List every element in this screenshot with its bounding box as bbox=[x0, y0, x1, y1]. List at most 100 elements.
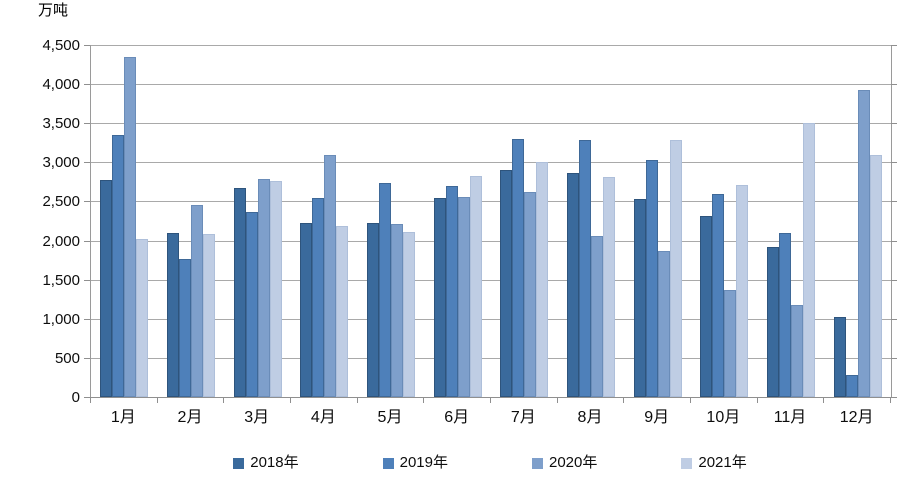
legend-swatch-icon bbox=[681, 457, 693, 469]
bar bbox=[724, 289, 737, 397]
bar-group bbox=[367, 45, 415, 397]
legend-item-label: 2019年 bbox=[399, 454, 448, 471]
gridline bbox=[91, 84, 891, 86]
bar bbox=[567, 173, 579, 397]
bar bbox=[736, 185, 749, 397]
bar bbox=[536, 162, 549, 397]
bar bbox=[591, 235, 603, 397]
bar bbox=[633, 199, 646, 397]
bar bbox=[700, 216, 713, 397]
x-axis-tick-label: 3月 bbox=[244, 409, 270, 426]
bar bbox=[433, 197, 446, 397]
bar bbox=[379, 182, 391, 397]
legend-item[interactable]: 2020年 bbox=[532, 454, 597, 472]
bar-group bbox=[500, 45, 549, 397]
y-axis-tick-label: 1,500 bbox=[42, 271, 80, 289]
bar bbox=[257, 178, 270, 397]
bar bbox=[191, 205, 203, 397]
bar bbox=[857, 90, 870, 397]
x-axis-tick-label: 11月 bbox=[773, 409, 807, 426]
bar bbox=[579, 139, 591, 397]
bar bbox=[524, 192, 537, 397]
bar-group bbox=[567, 45, 615, 397]
bar-group bbox=[700, 45, 749, 397]
bar bbox=[300, 222, 313, 397]
x-axis-tick-label: 7月 bbox=[510, 409, 536, 426]
legend-item[interactable]: 2018年 bbox=[233, 454, 299, 472]
bar bbox=[124, 56, 137, 397]
bar bbox=[312, 198, 325, 397]
y-axis-tick-label: 3,000 bbox=[42, 154, 80, 172]
legend-item-label: 2020年 bbox=[549, 454, 598, 471]
bar bbox=[391, 224, 403, 397]
bar bbox=[712, 194, 725, 397]
y-axis-tick-label: 4,000 bbox=[42, 76, 80, 94]
x-axis-tick-mark bbox=[890, 397, 891, 403]
bar bbox=[803, 123, 815, 397]
x-axis-tick-label: 1月 bbox=[110, 409, 136, 426]
x-axis-tick-mark bbox=[623, 397, 625, 403]
x-axis-tick-label: 12月 bbox=[839, 409, 874, 426]
gridline bbox=[91, 201, 891, 203]
bar bbox=[791, 304, 803, 397]
y-axis-tick-label: 2,000 bbox=[42, 232, 80, 250]
x-axis-tick-label: 4月 bbox=[310, 409, 336, 426]
x-axis-tick-mark bbox=[756, 397, 758, 403]
bar bbox=[403, 231, 415, 397]
y-axis-tick-label: 4,500 bbox=[42, 37, 80, 54]
bar bbox=[203, 234, 215, 397]
bar-group bbox=[300, 45, 349, 397]
bar-group bbox=[100, 45, 149, 397]
gridline bbox=[91, 279, 891, 281]
legend-item[interactable]: 2021年 bbox=[681, 454, 747, 472]
x-axis-tick-mark bbox=[423, 397, 425, 403]
bar bbox=[445, 185, 458, 397]
gridline bbox=[91, 318, 891, 320]
legend-swatch-icon bbox=[382, 457, 394, 469]
y-axis-tick-mark-right bbox=[891, 397, 897, 398]
bar bbox=[367, 222, 379, 397]
bar bbox=[336, 226, 349, 397]
bar bbox=[833, 317, 846, 397]
bar bbox=[669, 139, 682, 397]
bar bbox=[645, 160, 658, 397]
legend-item[interactable]: 2019年 bbox=[382, 454, 448, 472]
bar bbox=[500, 170, 513, 397]
x-axis-tick-label: 8月 bbox=[577, 409, 603, 426]
x-axis-tick-label: 6月 bbox=[444, 409, 470, 426]
bar bbox=[245, 211, 258, 397]
y-axis-unit-label: 万吨 bbox=[38, 2, 69, 19]
gridline bbox=[91, 45, 891, 46]
x-axis-tick-mark bbox=[290, 397, 291, 403]
y-axis-tick-label: 2,500 bbox=[42, 193, 80, 211]
bar bbox=[869, 154, 882, 397]
y-axis-tick-label: 3,500 bbox=[42, 115, 80, 133]
legend-swatch-icon bbox=[532, 457, 543, 469]
x-axis-tick-mark bbox=[556, 397, 558, 403]
x-axis-tick-label: 10月 bbox=[706, 409, 741, 426]
bar-group bbox=[833, 45, 882, 397]
gridline bbox=[91, 240, 891, 242]
bar-group bbox=[167, 45, 215, 397]
bar-group bbox=[767, 45, 815, 397]
y-axis-tick-label: 1,000 bbox=[42, 310, 80, 328]
x-axis-tick-mark bbox=[223, 397, 225, 403]
gridline bbox=[91, 357, 891, 359]
x-axis-tick-mark bbox=[156, 397, 158, 403]
bar bbox=[845, 375, 858, 397]
gridline bbox=[91, 123, 891, 125]
bar bbox=[112, 134, 125, 397]
x-axis-tick-mark bbox=[490, 397, 491, 403]
x-axis-tick-label: 9月 bbox=[644, 409, 670, 426]
bar bbox=[233, 188, 246, 397]
bar bbox=[457, 196, 470, 397]
x-axis-tick-label: 5月 bbox=[377, 409, 403, 426]
bar bbox=[512, 138, 525, 397]
bar-group bbox=[633, 45, 682, 397]
legend-swatch-icon bbox=[233, 457, 245, 469]
bar bbox=[179, 258, 191, 397]
y-axis-tick-label: 500 bbox=[54, 349, 80, 367]
bar bbox=[269, 181, 282, 397]
bar bbox=[603, 177, 615, 397]
